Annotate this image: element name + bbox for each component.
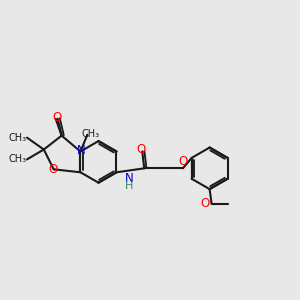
Text: N: N — [77, 144, 86, 157]
Text: CH₃: CH₃ — [9, 154, 27, 164]
Text: O: O — [48, 163, 57, 176]
Text: CH₃: CH₃ — [81, 129, 99, 139]
Text: H: H — [125, 181, 134, 191]
Text: O: O — [178, 155, 188, 168]
Text: O: O — [200, 196, 209, 209]
Text: O: O — [136, 143, 146, 156]
Text: O: O — [52, 111, 61, 124]
Text: N: N — [125, 172, 134, 185]
Text: CH₃: CH₃ — [9, 133, 27, 142]
